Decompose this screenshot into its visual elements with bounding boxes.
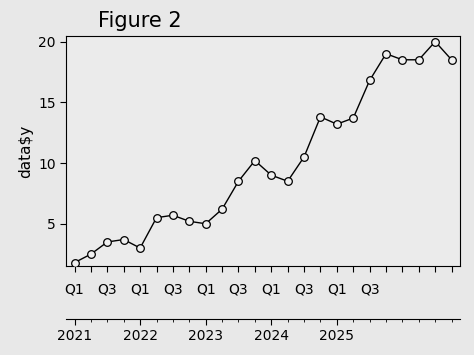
Text: Q1: Q1 (196, 283, 216, 296)
Text: Q3: Q3 (294, 283, 314, 296)
Text: Q1: Q1 (261, 283, 281, 296)
Text: Q1: Q1 (130, 283, 150, 296)
Text: Q3: Q3 (98, 283, 117, 296)
Text: Figure 2: Figure 2 (98, 11, 182, 31)
Text: Q1: Q1 (64, 283, 84, 296)
Text: Q3: Q3 (163, 283, 182, 296)
Text: Q3: Q3 (360, 283, 379, 296)
Text: Q3: Q3 (228, 283, 248, 296)
Text: Q1: Q1 (327, 283, 346, 296)
Y-axis label: data$y: data$y (18, 124, 33, 178)
